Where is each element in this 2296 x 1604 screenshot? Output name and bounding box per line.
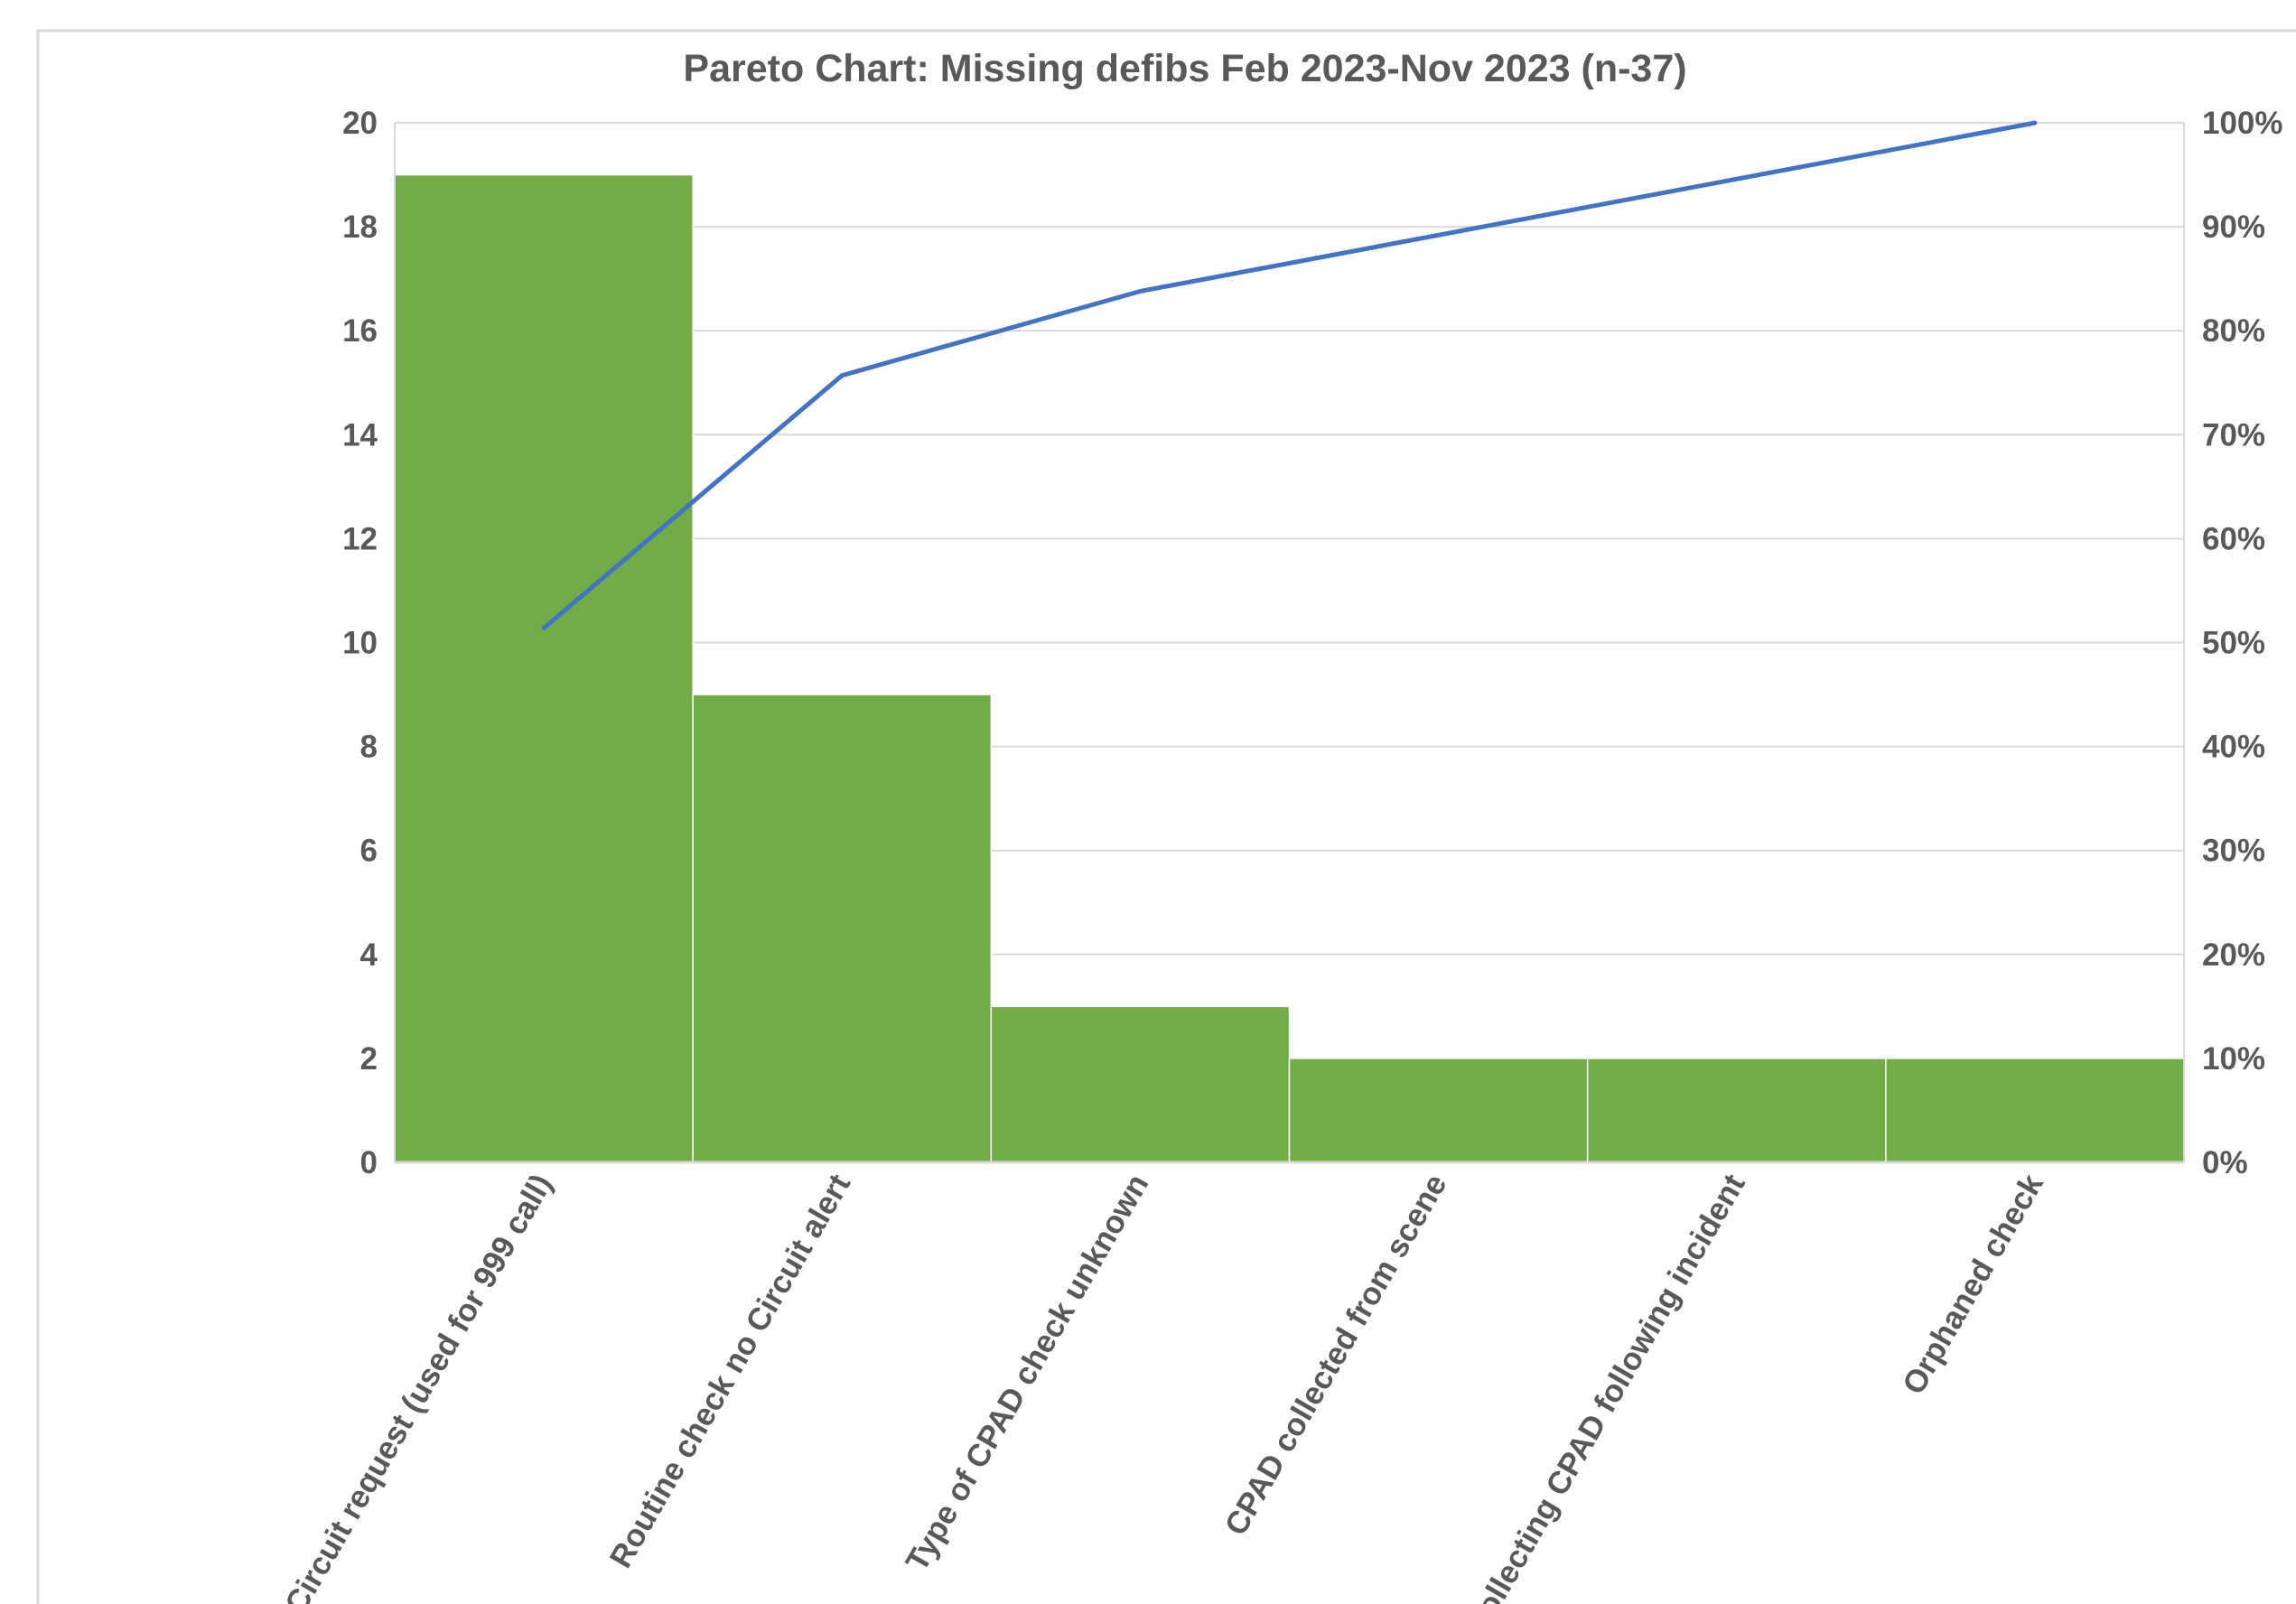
- y2-tick-label: 100%: [2202, 106, 2283, 141]
- y2-tick-label: 50%: [2202, 626, 2265, 661]
- y-tick-label: 4: [360, 937, 378, 973]
- y2-tick-label: 80%: [2202, 313, 2265, 349]
- y2-tick-label: 0%: [2202, 1145, 2248, 1180]
- y-tick-label: 10: [342, 626, 378, 661]
- chart-title: Pareto Chart: Missing defibs Feb 2023-No…: [683, 47, 1686, 90]
- y-tick-label: 20: [342, 106, 378, 141]
- y2-tick-label: 70%: [2202, 417, 2265, 452]
- y-tick-label: 6: [360, 834, 378, 869]
- y2-tick-label: 20%: [2202, 937, 2265, 973]
- chart-border: [36, 29, 2296, 1604]
- bar: [692, 694, 993, 1163]
- cumulative-line-series: [541, 120, 2038, 630]
- y-tick-label: 8: [360, 730, 378, 765]
- bar: [1288, 1058, 1589, 1163]
- primary-y-axis-ticks: 0 2 4 6 8 10 12 14 16 18 20: [342, 106, 378, 1180]
- y-tick-label: 0: [360, 1145, 378, 1180]
- y-tick-label: 16: [342, 313, 378, 349]
- bar: [990, 1005, 1291, 1163]
- axes: [394, 123, 2185, 1164]
- bar: [394, 173, 694, 1163]
- y2-tick-label: 10%: [2202, 1041, 2265, 1077]
- bar: [1586, 1058, 1887, 1163]
- y-tick-label: 14: [342, 417, 378, 452]
- y2-tick-label: 90%: [2202, 210, 2265, 245]
- y-tick-label: 18: [342, 210, 378, 245]
- secondary-y-axis-ticks: 0% 10% 20% 30% 40% 50% 60% 70% 80% 90% 100%: [2202, 106, 2283, 1180]
- y2-tick-label: 60%: [2202, 521, 2265, 556]
- y2-tick-label: 30%: [2202, 834, 2265, 869]
- cumulative-line: [541, 120, 2038, 630]
- y-tick-label: 2: [360, 1041, 378, 1077]
- y2-tick-label: 40%: [2202, 730, 2265, 765]
- y-tick-label: 12: [342, 521, 378, 556]
- bar: [1885, 1058, 2185, 1163]
